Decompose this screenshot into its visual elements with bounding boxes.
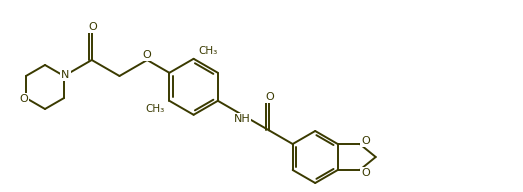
Text: O: O	[19, 94, 28, 104]
Text: O: O	[265, 92, 274, 102]
Text: O: O	[88, 22, 97, 32]
Text: O: O	[361, 168, 370, 178]
Text: NH: NH	[234, 114, 251, 124]
Text: N: N	[61, 70, 70, 80]
Text: CH₃: CH₃	[199, 46, 218, 56]
Text: O: O	[143, 50, 152, 60]
Text: CH₃: CH₃	[145, 104, 164, 114]
Text: O: O	[361, 136, 370, 146]
